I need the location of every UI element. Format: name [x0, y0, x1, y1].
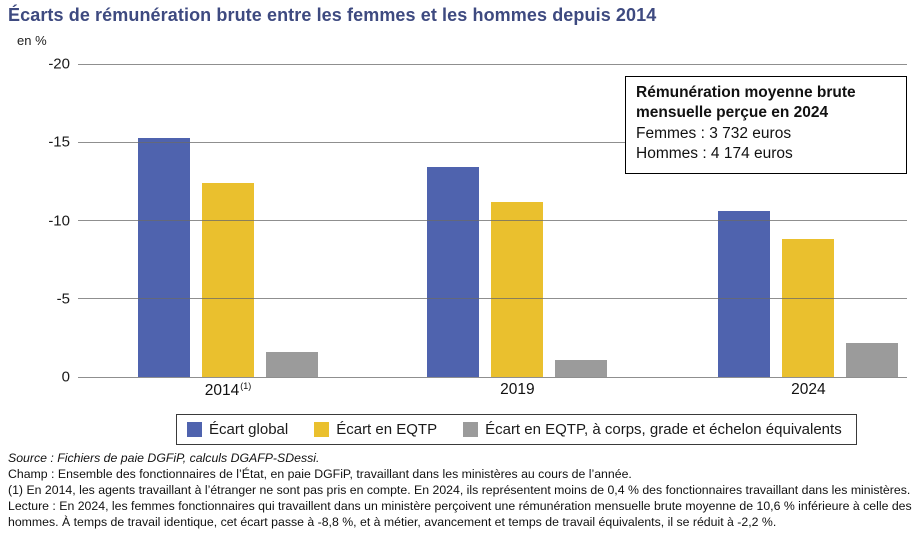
gridline-y--15: [78, 141, 907, 143]
bar-2019-series-2: [555, 359, 608, 377]
y-tick-label--5: -5: [56, 290, 70, 308]
y-axis-unit-label: en %: [17, 33, 47, 48]
legend-label-1: Écart en EQTP: [336, 421, 438, 438]
footnotes: Source : Fichiers de paie DGFiP, calculs…: [8, 450, 913, 530]
bar-group-2019: [427, 64, 608, 377]
legend-item-0: Écart global: [187, 421, 288, 438]
x-label-2019: 2019: [500, 381, 534, 399]
legend-swatch-icon: [463, 422, 479, 437]
plot-area: [78, 63, 907, 378]
footnote-champ: Champ : Ensemble des fonctionnaires de l…: [8, 467, 632, 481]
legend-swatch-icon: [314, 422, 330, 437]
y-tick-label--20: -20: [48, 55, 70, 73]
bar-2024-series-1: [782, 239, 835, 377]
legend-item-2: Écart en EQTP, à corps, grade et échelon…: [463, 421, 842, 438]
bar-group-2014: [138, 64, 319, 377]
bar-2014-series-0: [138, 137, 191, 377]
legend-label-0: Écart global: [209, 421, 289, 438]
y-axis-tick-labels: -20 -15 -10 -5 0: [0, 56, 70, 386]
footnote-note1: (1) En 2014, les agents travaillant à l’…: [8, 483, 911, 497]
gridline-y--10: [78, 220, 907, 221]
y-tick-label--10: -10: [48, 212, 70, 229]
legend-item-1: Écart en EQTP: [314, 421, 437, 438]
x-axis-labels: 2014(1) 2019 2024: [78, 381, 907, 407]
bar-2024-series-0: [718, 211, 771, 377]
bar-2024-series-2: [846, 342, 899, 377]
gridline-y--5: [78, 298, 907, 300]
footnote-source: Source : Fichiers de paie DGFiP, calculs…: [8, 451, 320, 465]
footnote-lecture: Lecture : En 2024, les femmes fonctionna…: [8, 499, 912, 529]
annotation-box: Rémunération moyenne brute mensuelle per…: [625, 76, 907, 174]
x-label-2024: 2024: [791, 381, 825, 399]
legend-label-2: Écart en EQTP, à corps, grade et échelon…: [485, 421, 842, 438]
gridline-y-0: [78, 376, 907, 378]
y-tick-label-0: 0: [61, 368, 70, 386]
bar-2014-series-2: [266, 351, 319, 377]
annotation-hommes: Hommes : 4 174 euros: [636, 145, 793, 163]
annotation-title: Rémunération moyenne brute mensuelle per…: [636, 84, 856, 122]
y-tick-label--15: -15: [48, 133, 70, 151]
annotation-femmes: Femmes : 3 732 euros: [636, 124, 792, 142]
bar-group-2024: [718, 64, 899, 377]
legend: Écart global Écart en EQTP Écart en EQTP, …: [176, 414, 857, 445]
x-label-2014: 2014(1): [205, 381, 251, 400]
chart-title: Écarts de rémunération brute entre les f…: [8, 5, 657, 25]
x-label-footnote-marker: (1): [240, 381, 252, 391]
bar-2019-series-0: [427, 167, 480, 377]
bar-2014-series-1: [202, 182, 255, 377]
x-label-text-2024: 2024: [791, 381, 826, 398]
bar-2019-series-1: [491, 201, 544, 377]
x-label-text-2014: 2014: [204, 382, 240, 400]
legend-swatch-icon: [187, 422, 202, 437]
gridline-y--20: [78, 63, 907, 65]
x-label-text-2019: 2019: [500, 381, 535, 398]
